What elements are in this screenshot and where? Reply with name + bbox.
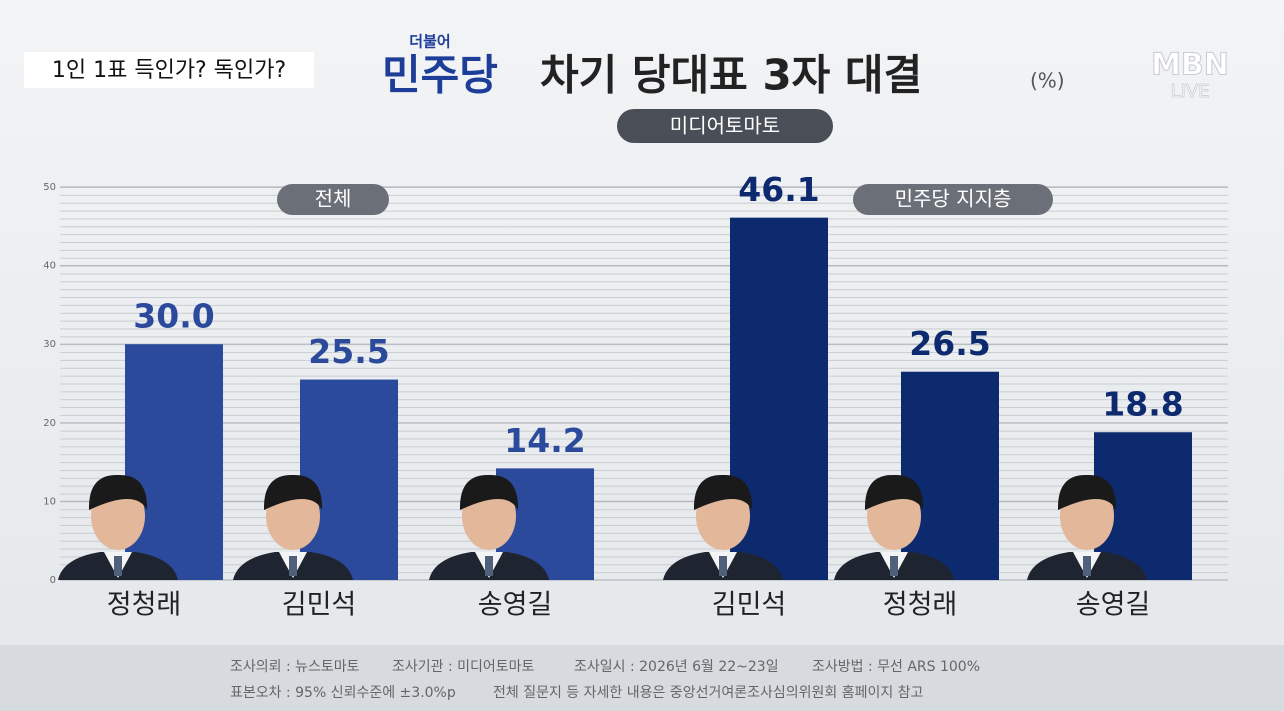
- portrait-tie: [289, 556, 297, 576]
- group-label: 민주당 지지층: [895, 187, 1012, 211]
- y-tick-label: 20: [43, 418, 56, 429]
- bar: [300, 379, 398, 580]
- footer-text: 표본오차 : 95% 신뢰수준에 ±3.0%p: [230, 685, 456, 701]
- x-tick-label: 김민석: [282, 590, 357, 621]
- portrait-tie: [1083, 556, 1091, 576]
- value-label: 30.0: [133, 297, 214, 336]
- x-tick-label: 송영길: [478, 590, 553, 621]
- title: 차기 당대표 3자 대결: [540, 51, 922, 100]
- stripes: [60, 187, 1228, 580]
- group-pill: [853, 184, 1053, 215]
- bar: [901, 371, 999, 580]
- y-tick-label: 0: [50, 575, 56, 586]
- portrait-tie: [114, 556, 122, 576]
- tag: 1인 1표 득인가? 독인가?: [52, 58, 286, 83]
- portrait-hair: [88, 474, 148, 510]
- value-label: 46.1: [738, 170, 819, 209]
- title-prefix: 더불어: [409, 33, 450, 51]
- y-tick-label: 50: [43, 182, 56, 193]
- footer-text: 조사일시 : 2026년 6월 22~23일: [574, 659, 779, 675]
- logo: MBN: [1151, 48, 1229, 83]
- y-tick-label: 40: [43, 261, 56, 272]
- group-label: 전체: [315, 187, 352, 211]
- y-tick-label: 30: [43, 339, 56, 350]
- x-tick-label: 송영길: [1076, 590, 1151, 621]
- x-tick-label: 정청래: [107, 590, 182, 621]
- portrait-hair: [864, 474, 924, 510]
- portrait-hair: [693, 474, 753, 510]
- unit: (%): [1030, 69, 1065, 93]
- footer-text: 조사기관 : 미디어토마토: [392, 659, 535, 675]
- x-tick-label: 정청래: [883, 590, 958, 621]
- tag-box: [24, 52, 314, 88]
- source-badge: 미디어토마토: [670, 114, 780, 138]
- portrait-hair: [459, 474, 519, 510]
- group-pill: [277, 184, 389, 215]
- portrait-tie: [719, 556, 727, 576]
- footer-text: 조사방법 : 무선 ARS 100%: [812, 659, 980, 675]
- value-label: 25.5: [308, 332, 389, 371]
- portrait-hair: [1057, 474, 1117, 510]
- value-label: 14.2: [504, 421, 585, 460]
- y-tick-label: 10: [43, 496, 56, 507]
- source-badge-box: [617, 109, 833, 143]
- value-label: 26.5: [909, 324, 990, 363]
- value-label: 18.8: [1102, 385, 1183, 424]
- footer-text: 조사의뢰 : 뉴스토마토: [230, 659, 360, 675]
- logo-live: LIVE: [1170, 81, 1209, 102]
- portrait-hair: [263, 474, 323, 510]
- footer-text: 전체 질문지 등 자세한 내용은 중앙선거여론조사심의위원회 홈페이지 참고: [493, 685, 924, 701]
- bar: [125, 344, 223, 580]
- title-party: 민주당: [382, 51, 498, 100]
- portrait-tie: [890, 556, 898, 576]
- x-tick-label: 김민석: [712, 590, 787, 621]
- portrait-tie: [485, 556, 493, 576]
- footer-band: [0, 645, 1284, 711]
